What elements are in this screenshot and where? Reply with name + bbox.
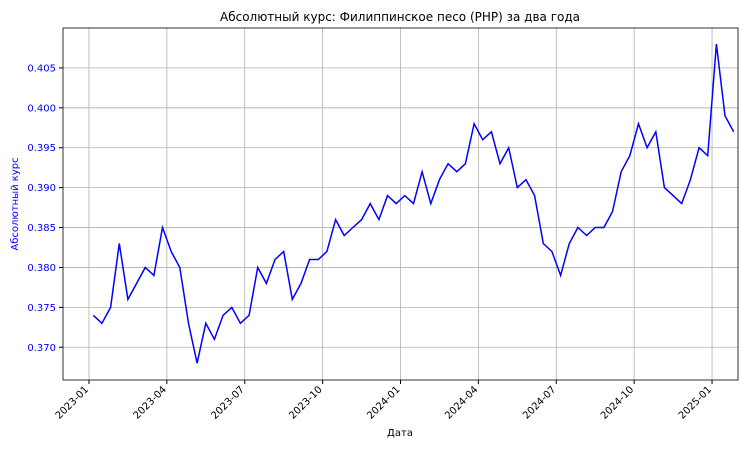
x-tick-label: 2025-01 — [677, 384, 714, 421]
x-tick-label: 2023-01 — [54, 384, 91, 421]
data-line — [92, 43, 735, 364]
y-tick-label: 0.370 — [27, 343, 56, 354]
x-axis-label: Дата — [387, 428, 413, 439]
y-tick-label: 0.390 — [27, 183, 56, 194]
y-tick-label: 0.395 — [27, 143, 56, 154]
y-tick-label: 0.375 — [27, 303, 56, 314]
x-tick-label: 2024-10 — [599, 384, 636, 421]
x-tick-label: 2024-04 — [443, 384, 480, 421]
x-tick-label: 2024-07 — [521, 384, 558, 421]
x-tick-label: 2023-07 — [210, 384, 247, 421]
y-tick-label: 0.400 — [27, 103, 56, 114]
chart-title: Абсолютный курс: Филиппинское песо (PHP)… — [220, 10, 580, 24]
y-tick-label: 0.380 — [27, 263, 56, 274]
y-tick-label: 0.405 — [27, 63, 56, 74]
plot-frame — [62, 27, 739, 381]
y-axis-label: Абсолютный курс — [10, 157, 21, 250]
x-tick-label: 2023-04 — [132, 384, 169, 421]
x-tick-label: 2024-01 — [365, 384, 402, 421]
y-tick-label: 0.385 — [27, 223, 56, 234]
x-tick-label: 2023-10 — [287, 384, 324, 421]
